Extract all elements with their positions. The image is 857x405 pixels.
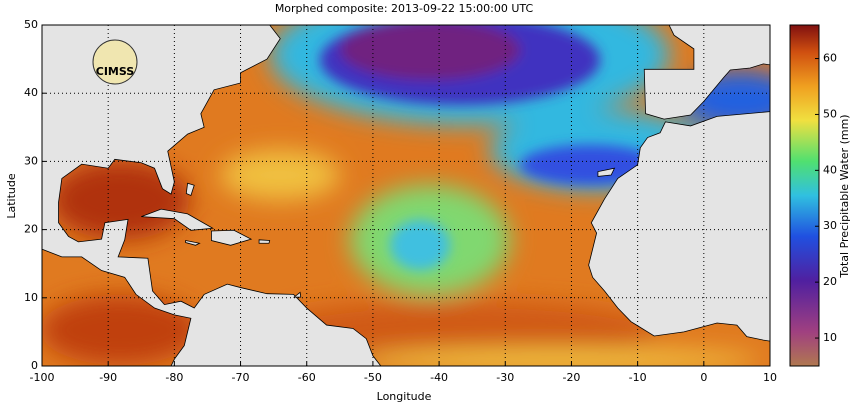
x-tick-label: -80 xyxy=(165,371,183,384)
colorbar xyxy=(789,24,820,367)
logo-text: CIMSS xyxy=(96,65,135,78)
x-tick-label: 0 xyxy=(700,371,707,384)
y-tick-label: 20 xyxy=(24,223,38,236)
land-outline xyxy=(293,291,302,298)
land-outline xyxy=(211,229,253,246)
y-tick-label: 10 xyxy=(24,291,38,304)
y-tick-label: 40 xyxy=(24,86,38,99)
x-tick-label: -50 xyxy=(364,371,382,384)
y-axis-label: Latitude xyxy=(5,173,18,219)
land-outline xyxy=(597,167,616,177)
colorbar-tick-label: 50 xyxy=(823,107,837,120)
land-outline xyxy=(42,25,382,366)
x-tick-label: -90 xyxy=(99,371,117,384)
y-tick-label: 0 xyxy=(31,359,38,372)
plot-frame xyxy=(41,24,771,367)
x-tick-label: 10 xyxy=(763,371,777,384)
land-outline xyxy=(185,182,195,197)
logo: CIMSS xyxy=(92,39,138,85)
title: Morphed composite: 2013-09-22 15:00:00 U… xyxy=(275,2,534,15)
land-outline xyxy=(258,239,271,244)
colorbar-tick-label: 60 xyxy=(823,52,837,65)
x-tick-label: -20 xyxy=(562,371,580,384)
x-tick-label: -30 xyxy=(496,371,514,384)
colorbar-tick-label: 30 xyxy=(823,219,837,232)
x-tick-label: -70 xyxy=(232,371,250,384)
colorbar-tick-label: 20 xyxy=(823,275,837,288)
x-tick-label: -40 xyxy=(430,371,448,384)
y-tick-label: 50 xyxy=(24,18,38,31)
colorbar-tick-label: 40 xyxy=(823,163,837,176)
x-tick-label: -60 xyxy=(298,371,316,384)
land-outline xyxy=(643,25,770,120)
map-image xyxy=(42,25,770,366)
land-outline xyxy=(141,208,215,231)
land-outline xyxy=(588,111,770,342)
x-tick-label: -10 xyxy=(629,371,647,384)
x-axis-label: Longitude xyxy=(377,390,432,403)
y-tick-label: 30 xyxy=(24,154,38,167)
colorbar-label: Total Precipitable Water (mm) xyxy=(838,114,851,278)
land-outline xyxy=(185,240,201,246)
x-tick-label: -100 xyxy=(30,371,55,384)
land xyxy=(42,25,770,366)
colorbar-tick-label: 10 xyxy=(823,331,837,344)
